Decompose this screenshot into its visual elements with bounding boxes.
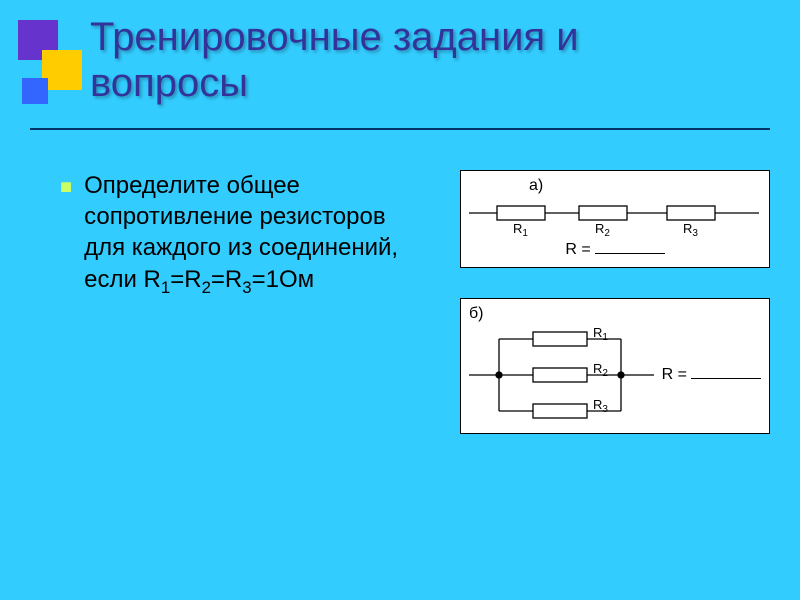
title-line-2: вопросы: [90, 61, 248, 105]
answer-blank: [691, 378, 761, 379]
figure-a: а) R1 R2 R3 R =: [460, 170, 770, 268]
svg-text:R1: R1: [513, 221, 528, 237]
svg-text:R2: R2: [593, 361, 608, 379]
bullet-mark: ■: [60, 174, 72, 298]
bullet-item: ■ Определите общее сопротивление резисто…: [60, 170, 410, 298]
slide-title: Тренировочные задания и вопросы: [90, 14, 579, 106]
figure-a-label: а): [529, 177, 761, 195]
bullet-text: Определите общее сопротивление резисторо…: [84, 170, 410, 298]
title-divider: [30, 128, 770, 130]
title-line-1: Тренировочные задания и: [90, 15, 579, 59]
figures-panel: а) R1 R2 R3 R = б): [460, 170, 770, 464]
figure-b-label: б): [469, 305, 761, 323]
svg-text:R2: R2: [595, 221, 610, 237]
title-icon: [10, 20, 80, 100]
bullet-list: ■ Определите общее сопротивление резисто…: [60, 170, 410, 298]
figure-a-svg: R1 R2 R3: [469, 197, 759, 237]
svg-text:R1: R1: [593, 325, 608, 343]
figure-b: б): [460, 298, 770, 434]
figure-b-svg: R1 R2 R3: [469, 325, 654, 425]
answer-blank: [595, 253, 665, 254]
icon-square-blue: [22, 78, 48, 104]
svg-text:R3: R3: [593, 397, 608, 415]
figure-a-answer: R =: [469, 241, 761, 259]
svg-text:R3: R3: [683, 221, 698, 237]
icon-square-yellow: [42, 50, 82, 90]
figure-b-answer: R =: [662, 366, 761, 384]
